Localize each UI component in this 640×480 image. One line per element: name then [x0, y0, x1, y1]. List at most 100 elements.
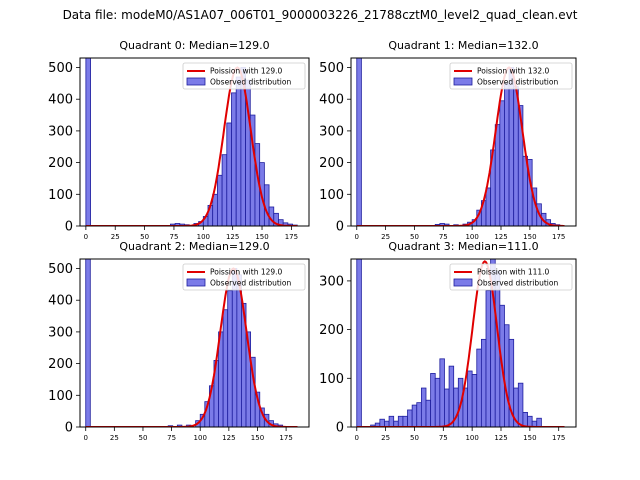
- histogram-bar: [476, 348, 482, 427]
- histogram-bar: [411, 404, 418, 427]
- histogram-bar: [513, 86, 519, 226]
- histogram-bar: [420, 387, 427, 427]
- histogram-bar: [527, 415, 533, 427]
- x-tick-label: 125: [494, 233, 507, 241]
- x-tick-label: 150: [523, 434, 536, 442]
- y-tick-label: 300: [48, 325, 73, 340]
- subplot-quadrant-3: 0 25 50 75 100 125 150 175 0 100 200 300 Quadrant 3:…: [319, 240, 577, 442]
- legend-box: [449, 263, 573, 291]
- poisson-fit-line: [85, 267, 298, 427]
- y-tick-label: 100: [48, 389, 73, 404]
- histogram-bar: [425, 399, 432, 427]
- histogram-bar: [397, 415, 404, 427]
- y-tick-label: 300: [319, 124, 344, 139]
- histogram-bar: [485, 187, 492, 226]
- x-tick-label: 175: [285, 233, 298, 241]
- histogram-bar: [504, 324, 510, 427]
- y-tick-label: 200: [319, 156, 344, 171]
- y-tick-label: 500: [319, 61, 344, 76]
- x-tick-label: 50: [410, 434, 419, 442]
- figure-title: Data file: modeM0/AS1A07_006T01_90000032…: [62, 8, 578, 22]
- histogram-bar: [499, 100, 505, 226]
- histogram-bar: [212, 193, 218, 226]
- histogram-bar: [416, 402, 422, 427]
- axes-frame: [79, 57, 310, 227]
- histogram-bar: [536, 417, 542, 427]
- x-tick-label: 100: [197, 233, 210, 241]
- y-tick-label: 500: [48, 61, 73, 76]
- histogram-bar: [434, 377, 441, 427]
- histogram-bar: [508, 67, 515, 226]
- x-tick-label: 150: [523, 233, 536, 241]
- y-tick-label: 200: [48, 357, 73, 372]
- histogram-bar: [226, 122, 232, 226]
- histogram-bar: [388, 415, 395, 427]
- y-tick-label: 200: [319, 323, 344, 338]
- histogram-bar: [356, 58, 362, 226]
- x-tick-label: 100: [465, 434, 478, 442]
- histogram-bar: [494, 124, 501, 226]
- y-tick-label: 300: [48, 124, 73, 139]
- y-tick-label: 200: [48, 156, 73, 171]
- y-tick-label: 0: [336, 220, 344, 235]
- x-tick-label: 25: [381, 233, 390, 241]
- legend-observed-label: Observed distribution: [477, 78, 558, 87]
- histogram-bar: [467, 370, 473, 427]
- legend-fit-label: Poission with 132.0: [477, 67, 550, 76]
- x-tick-label: 100: [465, 233, 478, 241]
- histogram-bar: [216, 174, 223, 226]
- axes-frame: [350, 258, 577, 428]
- legend-fit-label: Poission with 111.0: [477, 268, 550, 277]
- legend-box: [449, 62, 573, 90]
- x-tick-label: 50: [140, 233, 149, 241]
- plot-area: [85, 58, 298, 226]
- histogram-bar: [504, 82, 510, 226]
- legend-observed-swatch: [186, 278, 206, 287]
- histogram-bar: [407, 409, 413, 427]
- y-tick-label: 0: [65, 220, 73, 235]
- legend-observed-swatch: [186, 77, 206, 86]
- x-tick-label: 25: [111, 233, 120, 241]
- axes-frame: [79, 258, 310, 428]
- y-tick-label: 0: [336, 421, 344, 436]
- histogram-bar: [448, 365, 455, 427]
- histogram-bar: [227, 290, 233, 427]
- x-tick-label: 75: [167, 434, 176, 442]
- x-tick-label: 150: [255, 233, 268, 241]
- x-tick-label: 175: [279, 434, 292, 442]
- histogram-bar: [471, 374, 478, 427]
- y-tick-label: 100: [319, 372, 344, 387]
- y-tick-label: 100: [48, 188, 73, 203]
- histogram-bar: [480, 338, 487, 427]
- x-tick-label: 75: [439, 233, 448, 241]
- subplot-quadrant-1: 0 25 50 75 100 125 150 175 0 100 200 300 400 500 Quadr…: [319, 39, 577, 241]
- x-tick-label: 100: [194, 434, 207, 442]
- histogram-bar: [379, 418, 385, 427]
- x-tick-label: 0: [355, 233, 359, 241]
- subplot-quadrant-0: 0 25 50 75 100 125 150 175 0 100 200 300 400 500 Quadr…: [48, 39, 310, 241]
- histogram-bar: [85, 58, 91, 226]
- x-tick-label: 175: [552, 434, 565, 442]
- y-tick-label: 400: [48, 294, 73, 309]
- plot-area: [356, 259, 565, 427]
- x-tick-label: 25: [110, 434, 119, 442]
- x-tick-label: 175: [552, 233, 565, 241]
- subplot-title: Quadrant 1: Median=132.0: [388, 39, 538, 52]
- y-tick-label: 400: [319, 93, 344, 108]
- histogram-bar: [517, 382, 524, 427]
- x-tick-label: 50: [139, 434, 148, 442]
- histogram-bar: [439, 358, 445, 427]
- legend-observed-label: Observed distribution: [210, 78, 291, 87]
- x-tick-label: 25: [381, 434, 390, 442]
- x-tick-label: 75: [439, 434, 448, 442]
- subplot-title: Quadrant 2: Median=129.0: [119, 240, 269, 253]
- axes-frame: [350, 57, 577, 227]
- histogram-bar: [522, 411, 528, 427]
- x-tick-label: 150: [251, 434, 264, 442]
- histogram-bar: [85, 259, 91, 427]
- x-tick-label: 0: [355, 434, 359, 442]
- legend-observed-swatch: [453, 278, 473, 287]
- x-tick-label: 125: [222, 434, 235, 442]
- x-tick-label: 50: [410, 233, 419, 241]
